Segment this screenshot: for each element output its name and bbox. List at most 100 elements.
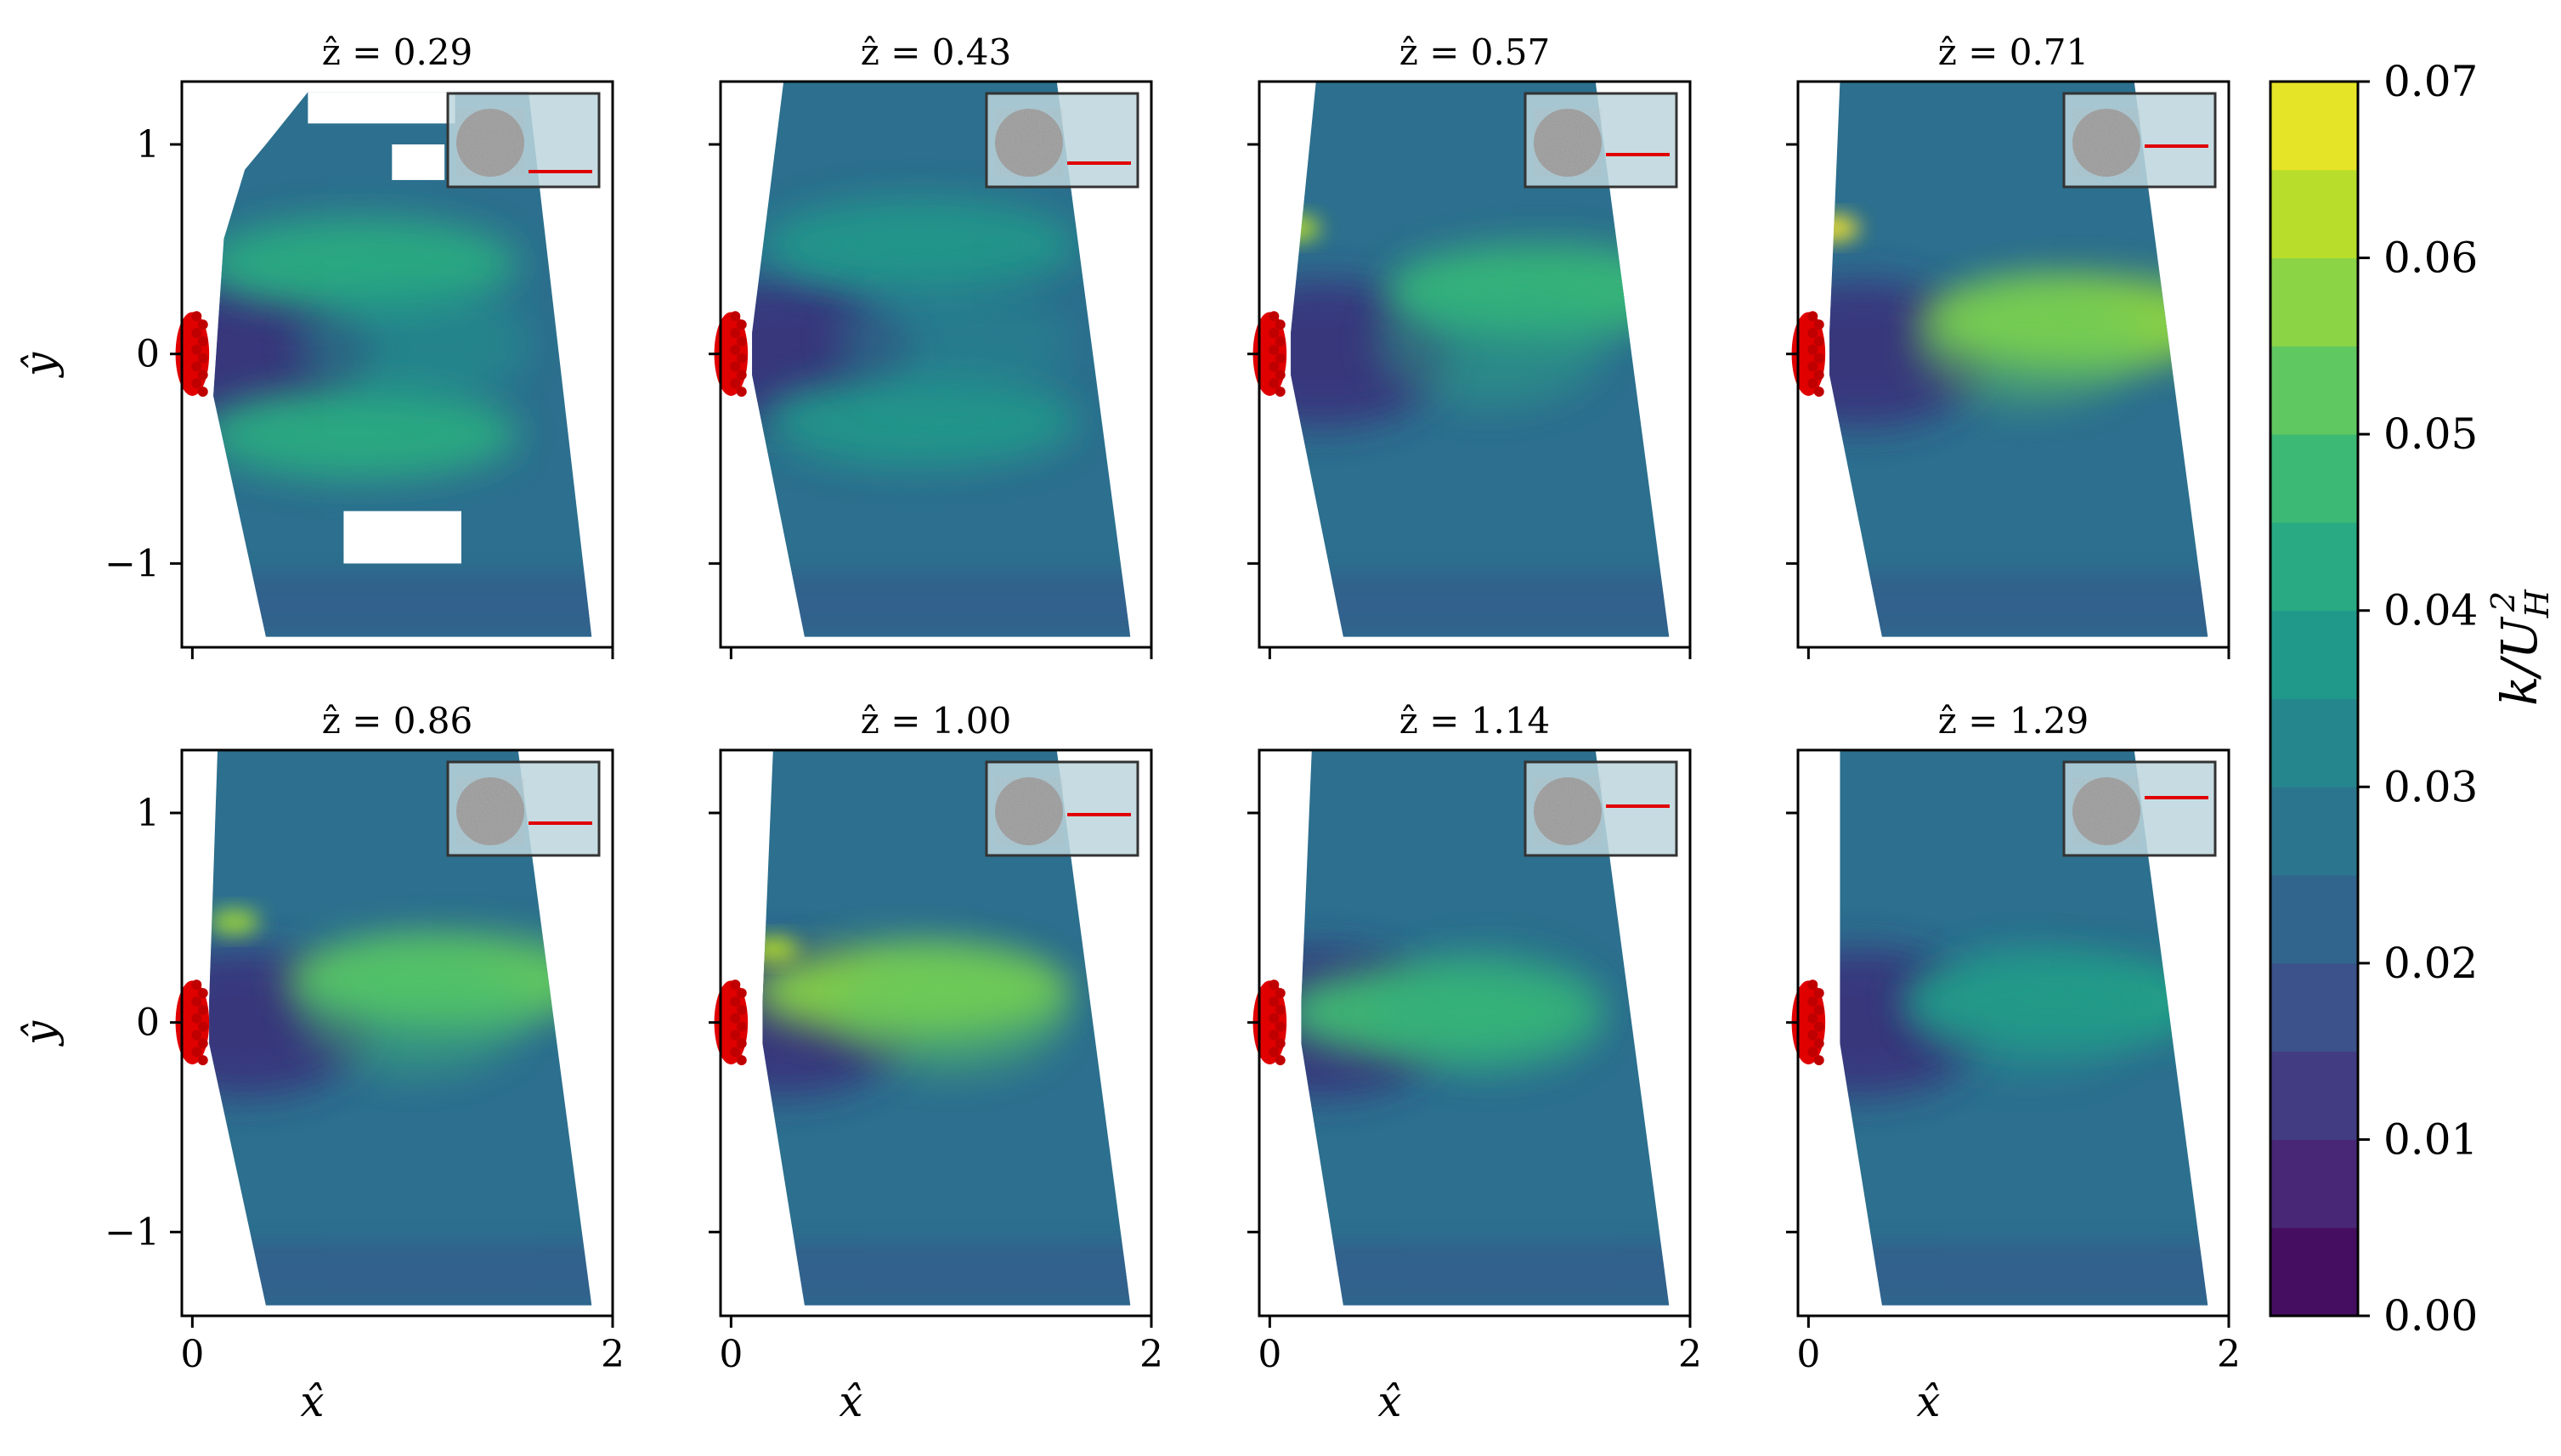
bluff-body-dot (197, 1055, 208, 1066)
panel-3: ẑ = 0.57 (1247, 31, 1692, 659)
field-lowband (1291, 573, 1670, 637)
x-tick-label: 0 (180, 1333, 204, 1376)
bluff-body-dot (197, 353, 208, 364)
axes-frame (719, 80, 1153, 649)
bluff-body-dot (1269, 311, 1280, 322)
bluff-body (1791, 979, 1826, 1066)
bluff-body-dot (1807, 361, 1818, 372)
colorbar-level (2270, 434, 2358, 523)
bluff-body (1791, 311, 1826, 398)
x-tick-label: 0 (719, 1333, 743, 1376)
bluff-body-dot (191, 378, 202, 389)
colorbar-level (2270, 698, 2358, 787)
panel-title: ẑ = 1.14 (1399, 700, 1551, 742)
inset (446, 92, 601, 189)
field-lowband (1840, 1242, 2208, 1306)
colorbar-tick-label: 0.03 (2383, 762, 2478, 811)
bluff-body-dot (736, 1055, 747, 1066)
field-peak (297, 280, 529, 407)
field-peak (1375, 949, 1607, 1075)
x-axis-label: x̂ (839, 1377, 862, 1426)
masked-hole (308, 92, 455, 124)
hot-spot (1291, 215, 1320, 241)
colorbar-level (2270, 1139, 2358, 1228)
bluff-body-dot (1269, 328, 1280, 338)
panel-title: ẑ = 0.71 (1938, 31, 2089, 73)
panel-title: ẑ = 1.29 (1938, 700, 2089, 742)
bluff-body (714, 311, 749, 398)
bluff-body-dot (1275, 387, 1286, 398)
field-lowband (762, 1242, 1131, 1306)
y-tick-label: 1 (136, 123, 160, 166)
bluff-body-dot (730, 1013, 741, 1024)
bluff-body (175, 311, 210, 398)
y-axis-label: ŷ (15, 1020, 65, 1047)
inset-tree-texture (456, 777, 524, 845)
wake-core (1291, 280, 1449, 427)
colorbar-label-main: k/U (2490, 616, 2548, 706)
x-axis-label: x̂ (300, 1377, 324, 1426)
inset-tree-texture (995, 777, 1063, 845)
bluff-body-dot (1269, 979, 1280, 990)
y-tick-label: 1 (136, 792, 160, 835)
bluff-body-dot (191, 361, 202, 372)
inset-tree-texture (456, 109, 524, 177)
colorbar-level (2270, 169, 2358, 259)
colorbar-label-sub: H (2519, 589, 2556, 618)
axes-frame (719, 748, 1153, 1318)
bluff-body-dot (736, 1038, 747, 1049)
bluff-body-dot (191, 328, 202, 338)
panel-7: ẑ = 1.14 0 2 x̂ (1247, 700, 1702, 1426)
x-tick-label: 0 (1796, 1333, 1820, 1376)
bluff-body-dot (730, 361, 741, 372)
field-lowband (1301, 1242, 1670, 1306)
x-tick-label: 2 (1678, 1333, 1702, 1376)
colorbar-tick-label: 0.01 (2383, 1115, 2478, 1164)
panel-1: ẑ = 0.29 1 0 −1 ŷ (15, 31, 614, 659)
bluff-body-dot (1275, 336, 1286, 347)
panel-title: ẑ = 0.29 (322, 31, 473, 73)
masked-hole (392, 144, 445, 180)
colorbar-level (2270, 82, 2358, 171)
y-tick-label: 0 (136, 333, 160, 376)
bluff-body-dot (1813, 988, 1824, 999)
colorbar-level (2270, 346, 2358, 435)
x-axis-label: x̂ (1377, 1377, 1401, 1426)
bluff-body (175, 979, 210, 1066)
panel-6: ẑ = 1.00 0 2 x̂ (709, 700, 1163, 1426)
bluff-body-dot (1275, 988, 1286, 999)
axes-frame (180, 748, 614, 1318)
bluff-body-dot (1269, 378, 1280, 389)
bluff-body-dot (191, 979, 202, 990)
colorbar: 0.00 0.01 0.02 0.03 0.04 0.05 0.06 0.07 k/UH2 (2269, 57, 2556, 1340)
bluff-body-dot (191, 996, 202, 1007)
field-3 (1291, 82, 1670, 637)
bluff-body-dot (736, 353, 747, 364)
y-tick-label: −1 (105, 542, 160, 585)
bluff-body-dot (197, 336, 208, 347)
panel-5: ẑ = 0.86 1 0 −1 0 2 ŷ x̂ (15, 700, 625, 1426)
inset-tree-texture (1534, 777, 1602, 845)
bluff-body-dot (736, 370, 747, 381)
bluff-body-dot (1275, 1004, 1286, 1015)
bluff-body-dot (1269, 1013, 1280, 1024)
field-peak (836, 949, 1068, 1075)
colorbar-tick-label: 0.02 (2383, 939, 2478, 988)
bluff-body-dot (1813, 1021, 1824, 1032)
colorbar-level (2270, 522, 2358, 612)
field-lowband (209, 1242, 592, 1306)
x-tick-label: 2 (601, 1333, 625, 1376)
bluff-body-dot (1813, 370, 1824, 381)
bluff-body-dot (730, 328, 741, 338)
panel-title: ẑ = 1.00 (861, 700, 1012, 742)
field-peak (1914, 280, 2145, 407)
field-lowband (1829, 573, 2208, 637)
masked-hole (343, 511, 461, 564)
inset-tree-texture (2072, 109, 2140, 177)
field-peak (1914, 949, 2145, 1075)
bluff-body-dot (191, 1013, 202, 1024)
colorbar-level (2270, 257, 2358, 347)
colorbar-tick-label: 0.04 (2383, 586, 2478, 635)
bluff-body-dot (730, 1030, 741, 1041)
bluff-body-dot (1269, 1047, 1280, 1058)
